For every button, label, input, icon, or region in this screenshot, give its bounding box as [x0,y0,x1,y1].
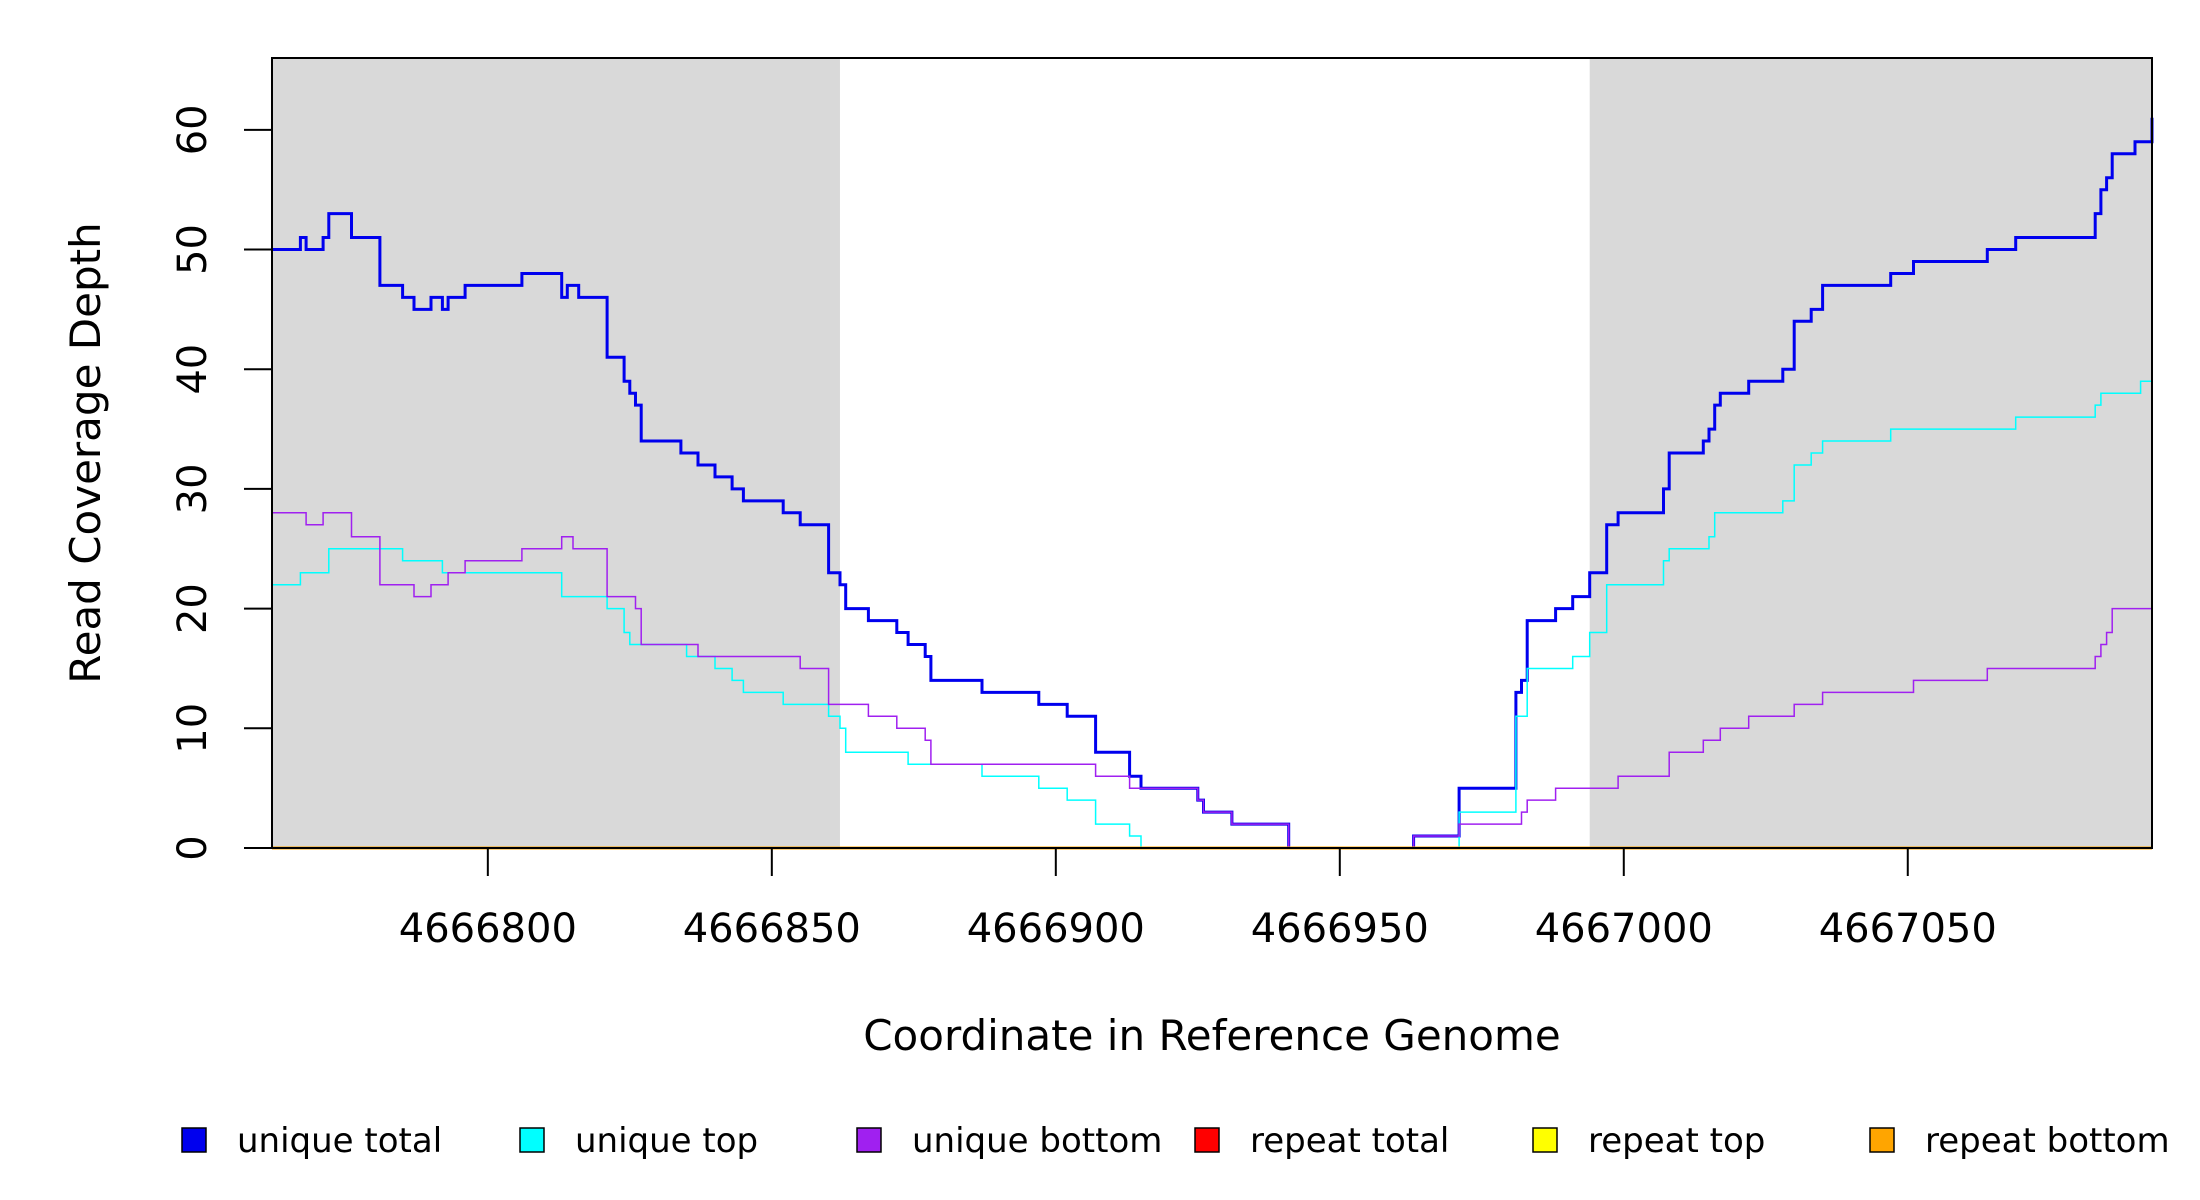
y-tick-label: 30 [170,463,216,514]
legend-swatch-unique-top [519,1127,545,1153]
legend: unique total unique top unique bottom repea… [181,1121,2170,1161]
y-tick-label: 40 [170,344,216,395]
legend-label-repeat-top: repeat top [1588,1121,1765,1161]
y-tick-label: 0 [170,835,216,860]
shaded-region-1 [272,58,840,848]
legend-swatch-repeat-total [1194,1127,1220,1153]
legend-label-unique-top: unique top [575,1121,758,1161]
series-line-unique-bottom [272,512,2153,849]
x-tick-label: 4667000 [1535,906,1713,952]
legend-swatch-unique-total [181,1127,207,1153]
series-line-unique-top [272,380,2152,849]
y-tick-label: 50 [170,224,216,275]
y-tick-label: 10 [170,703,216,754]
x-axis-title: Coordinate in Reference Genome [863,1011,1561,1060]
x-tick-label: 4666900 [967,906,1145,952]
x-tick-label: 4666850 [683,906,861,952]
y-axis-title: Read Coverage Depth [61,222,110,683]
legend-swatch-repeat-bottom [1869,1127,1895,1153]
legend-swatch-repeat-top [1532,1127,1558,1153]
x-tick-label: 4666800 [399,906,577,952]
y-tick-label: 60 [170,104,216,155]
legend-label-repeat-total: repeat total [1250,1121,1449,1161]
shaded-regions [272,58,2152,848]
axes: 0 10 20 30 40 50 60 4666800 4666850 4666900 466695… [170,104,1997,952]
x-tick-label: 4666950 [1251,906,1429,952]
legend-label-repeat-bottom: repeat bottom [1925,1121,2170,1161]
legend-swatch-unique-bottom [856,1127,882,1153]
y-tick-label: 20 [170,583,216,634]
legend-label-unique-total: unique total [237,1121,442,1161]
x-tick-label: 4667050 [1819,906,1997,952]
plot-frame [271,57,2153,849]
legend-label-unique-bottom: unique bottom [912,1121,1162,1161]
series-line-unique-total [272,117,2154,850]
